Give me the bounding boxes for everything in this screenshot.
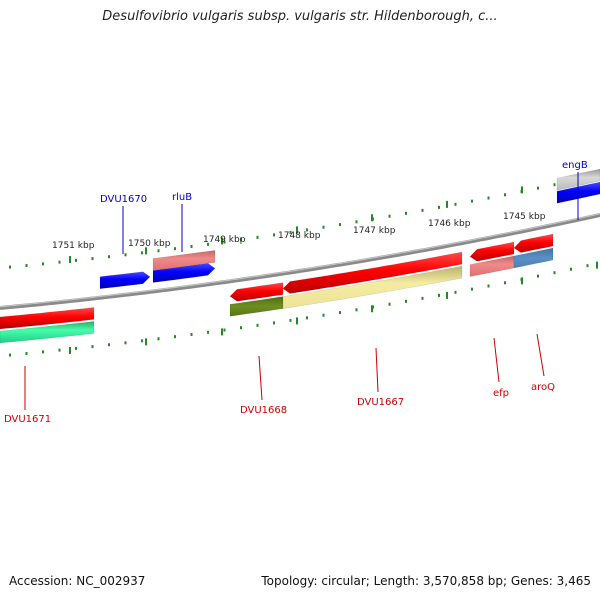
map-title: Desulfovibrio vulgaris subsp. vulgaris s… xyxy=(102,9,498,24)
gene-leader-line xyxy=(536,333,545,377)
gene-DVU1671[interactable] xyxy=(0,307,95,330)
gene-DVU1667[interactable] xyxy=(282,251,463,294)
tick-label: 1747 kbp xyxy=(353,226,396,236)
gene-label-DVU1668[interactable]: DVU1668 xyxy=(240,405,287,416)
gene-label-DVU1671[interactable]: DVU1671 xyxy=(4,414,51,425)
gene-label-DVU1670[interactable]: DVU1670 xyxy=(100,194,147,205)
genome-backbone-highlight xyxy=(0,213,600,308)
gene-aroQ-cog[interactable] xyxy=(513,247,554,269)
gene-DVU1667-cog[interactable] xyxy=(282,265,463,309)
tick-label: 1745 kbp xyxy=(503,212,546,222)
tick-label: 1748 kbp xyxy=(278,231,321,241)
gene-label-aroQ[interactable]: aroQ xyxy=(531,382,555,393)
gene-label-efp[interactable]: efp xyxy=(493,388,509,399)
tick-label: 1751 kbp xyxy=(52,241,95,251)
gene-efp[interactable] xyxy=(469,241,515,262)
feature-layer xyxy=(0,168,600,344)
tick-label: 1749 kbp xyxy=(203,235,246,245)
gene-rluB-cog[interactable] xyxy=(152,250,216,271)
gene-DVU1668[interactable] xyxy=(229,282,284,302)
gene-leader-line xyxy=(375,347,379,393)
gene-leader-line xyxy=(493,337,500,383)
gene-DVU1670[interactable] xyxy=(99,271,151,290)
gene-label-rluB[interactable]: rluB xyxy=(172,192,192,203)
label-layer: 1751 kbp 1750 kbp 1749 kbp 1748 kbp 1747 kbp… xyxy=(4,160,588,425)
genome-backbone xyxy=(0,213,600,310)
tick-label: 1750 kbp xyxy=(128,239,171,249)
topology-summary: Topology: circular; Length: 3,570,858 bp… xyxy=(261,574,591,588)
gene-label-engB[interactable]: engB xyxy=(562,160,588,171)
accession-label: Accession: NC_002937 xyxy=(9,574,146,588)
tick-label: 1746 kbp xyxy=(428,219,471,229)
gene-aroQ[interactable] xyxy=(513,233,554,253)
gene-leader-line xyxy=(258,355,263,401)
gene-label-DVU1667[interactable]: DVU1667 xyxy=(357,397,404,408)
gene-DVU1671-cog[interactable] xyxy=(0,321,95,344)
